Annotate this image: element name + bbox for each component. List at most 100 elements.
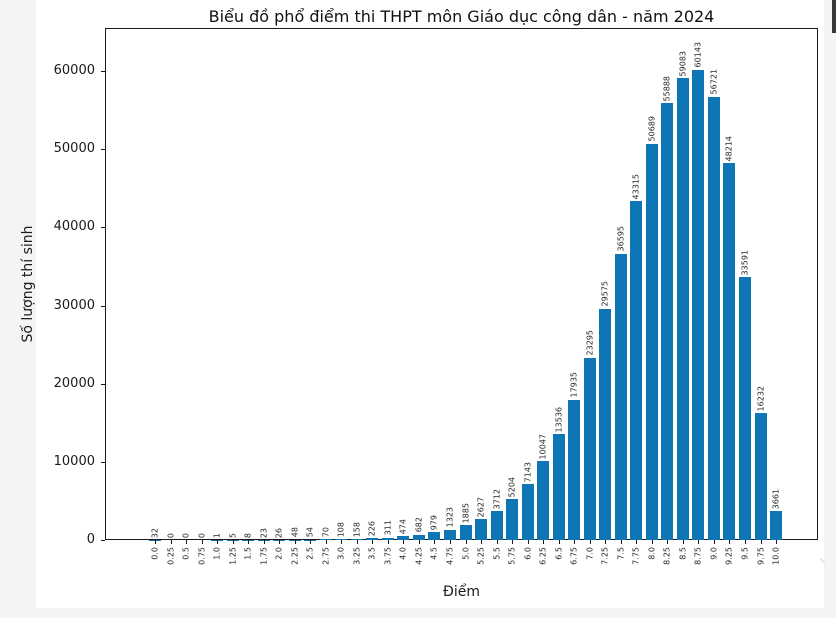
x-axis-tick-label: 8.75: [693, 547, 703, 565]
x-axis-tick-label: 9.75: [756, 547, 765, 565]
bar: [211, 539, 224, 540]
bar-value-label: 158: [352, 521, 362, 537]
x-axis-tick-label: 4.25: [414, 547, 424, 565]
bar-value-label: 0: [197, 532, 207, 538]
y-axis-tick-label: 0: [86, 532, 95, 547]
y-axis-tick-label: 40000: [53, 219, 95, 235]
bar-value-label: 1323: [445, 507, 455, 528]
bar: [676, 78, 689, 540]
x-axis-tick-label: 8.25: [662, 547, 672, 565]
bar: [366, 538, 379, 540]
bar: [397, 536, 410, 540]
bar-value-label: 60143: [693, 42, 703, 68]
x-axis-tick-label: 6.25: [538, 547, 548, 565]
x-axis-tick: [356, 540, 358, 544]
x-axis-tick-label: 5.25: [476, 547, 486, 565]
x-axis-tick: [729, 540, 731, 544]
x-axis-tick-label: 2.75: [321, 547, 331, 565]
bar-value-label: 3661: [771, 489, 781, 510]
window-edge-strip: [832, 0, 836, 33]
bar-value-label: 979: [429, 515, 439, 531]
x-axis-tick-label: 0.75: [197, 547, 207, 565]
bar-value-label: 1: [212, 532, 222, 538]
bar-value-label: 36595: [616, 226, 626, 252]
bar-value-label: 59083: [678, 50, 688, 77]
x-axis-tick-label: 5.5: [492, 547, 502, 560]
bar: [739, 277, 751, 540]
bar: [614, 253, 627, 540]
x-axis-tick-label: 1.25: [228, 547, 238, 565]
x-axis-tick-label: 6.0: [523, 547, 533, 560]
x-axis-tick: [636, 540, 638, 544]
x-axis-tick-label: 6.5: [554, 547, 564, 560]
x-axis-tick: [605, 540, 607, 544]
bar-value-label: 226: [367, 520, 377, 537]
y-axis-tick: [101, 149, 105, 151]
x-axis-tick: [760, 540, 762, 544]
x-axis-tick-label: 4.5: [429, 547, 439, 560]
x-axis-tick-label: 6.75: [569, 547, 579, 565]
bar-value-label: 8: [243, 532, 253, 538]
bar-value-label: 7143: [523, 461, 533, 483]
x-axis-tick-label: 9.25: [724, 547, 734, 565]
bar-value-label: 5: [228, 532, 238, 538]
bar: [350, 538, 363, 540]
bar-value-label: 33591: [740, 249, 750, 276]
bar: [630, 201, 643, 540]
x-axis-tick: [232, 540, 234, 544]
bar-value-label: 50689: [647, 116, 657, 142]
bar: [304, 539, 317, 540]
bar: [475, 519, 487, 540]
bar: [521, 484, 534, 540]
bar: [707, 96, 720, 540]
y-axis-tick-label: 20000: [53, 375, 95, 391]
bar: [459, 525, 472, 540]
x-axis-tick-label: 7.5: [616, 547, 626, 560]
bar: [723, 163, 736, 540]
x-axis-tick: [325, 540, 327, 544]
bar: [288, 539, 301, 540]
bar-value-label: 54: [305, 527, 315, 538]
bar: [645, 143, 658, 540]
x-axis-tick-label: 0.25: [166, 547, 175, 565]
y-axis-tick-label: 50000: [53, 141, 95, 157]
bar-value-label: 29575: [600, 281, 610, 307]
x-axis-tick-label: 3.5: [367, 547, 377, 560]
bar: [583, 357, 596, 540]
bar-value-label: 26: [274, 527, 284, 538]
bar: [506, 499, 519, 540]
y-axis-tick: [101, 71, 105, 72]
bar-value-label: 43315: [631, 173, 641, 200]
x-axis-tick-label: 8.0: [647, 547, 657, 560]
x-axis-tick: [310, 540, 312, 544]
x-axis-tick: [543, 540, 545, 544]
y-axis-tick-label: 10000: [53, 453, 95, 469]
x-axis-tick-label: 8.5: [678, 547, 688, 560]
x-axis-tick-label: 9.0: [709, 547, 719, 560]
x-axis-tick-label: 4.0: [398, 547, 408, 560]
x-axis-tick-label: 3.25: [352, 547, 362, 565]
bar: [754, 413, 767, 540]
x-axis-tick-label: 2.25: [290, 547, 300, 565]
bar-value-label: 55888: [662, 75, 672, 102]
x-axis-tick: [667, 540, 669, 544]
bar: [381, 537, 394, 540]
bar: [599, 308, 612, 540]
bar: [226, 539, 239, 540]
bar: [319, 539, 332, 540]
x-axis-tick-label: 1.0: [212, 547, 222, 560]
y-axis-tick: [101, 383, 105, 385]
x-axis-tick: [294, 540, 296, 544]
bar-value-label: 23: [259, 527, 269, 538]
x-axis-tick-label: 9.5: [740, 547, 750, 560]
x-axis-tick: [387, 540, 389, 544]
bar: [149, 539, 161, 540]
x-axis-tick-label: 0.0: [150, 547, 160, 560]
y-axis-tick-label: 30000: [53, 297, 95, 313]
x-axis-tick: [186, 540, 188, 544]
x-axis-tick: [698, 540, 700, 544]
x-axis-tick: [341, 540, 343, 544]
bar-value-label: 3712: [492, 488, 502, 509]
bar: [661, 103, 674, 540]
x-axis-tick: [170, 540, 172, 544]
